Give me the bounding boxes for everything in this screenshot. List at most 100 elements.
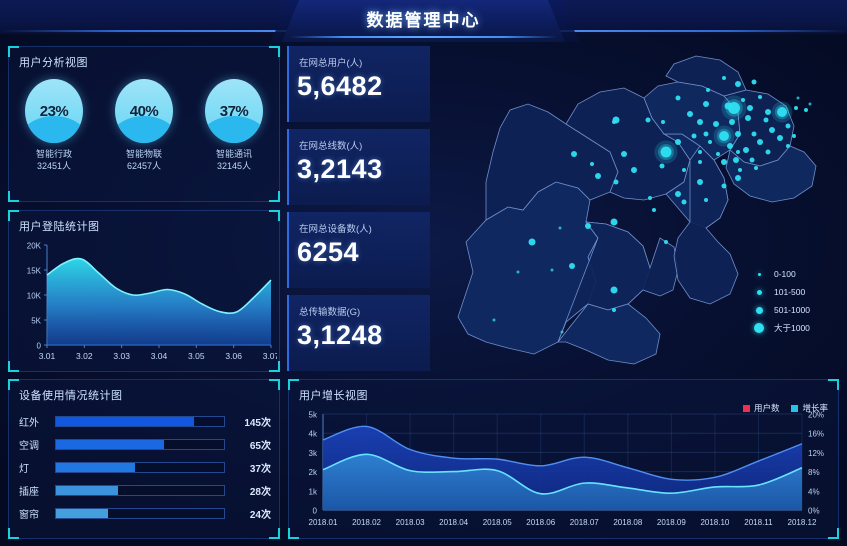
corner-bracket-tr <box>269 46 280 57</box>
device-bar-label: 空调 <box>19 441 39 452</box>
legend-item-users[interactable]: 用户数 <box>742 402 780 414</box>
svg-text:3.04: 3.04 <box>151 351 168 361</box>
device-bar-value: 24次 <box>249 510 271 521</box>
kpi-card-total-data[interactable]: 总传输数据(G) 3,1248 <box>287 295 430 371</box>
device-bar-fill <box>56 509 109 518</box>
device-bar-label: 红外 <box>19 418 39 429</box>
svg-text:3.06: 3.06 <box>225 351 242 361</box>
device-bar-track <box>55 485 225 496</box>
device-bar-value: 37次 <box>249 464 271 475</box>
panel-device-usage: 设备使用情况统计图 红外 145次空调 65次灯 37次插座 28次窗帘 24次 <box>8 379 280 539</box>
panel-title-login: 用户登陆统计图 <box>19 221 100 233</box>
svg-text:2018.05: 2018.05 <box>483 518 512 527</box>
svg-text:5k: 5k <box>309 411 318 420</box>
kpi-value: 5,6482 <box>297 71 383 101</box>
corner-bracket-tl <box>8 210 19 221</box>
login-chart[interactable]: 0 5K 10K 15K 20K 3.01 3.02 3.03 3.04 3.05 3.06 3.07 <box>13 237 280 367</box>
kpi-card-online-users[interactable]: 在网总用户(人) 5,6482 <box>287 46 430 122</box>
map-legend-item: 101-500 <box>748 283 810 301</box>
svg-text:5K: 5K <box>31 317 41 326</box>
gauge-item[interactable]: 40% 智能物联 62457人 <box>105 79 183 172</box>
panel-user-analysis: 用户分析视图 23% 智能行政 32451人 40% 智能物联 62457人 <box>8 46 280 202</box>
svg-text:0%: 0% <box>808 507 820 516</box>
svg-text:3.05: 3.05 <box>188 351 205 361</box>
map-dot-icon <box>748 323 770 333</box>
gauge-circle: 37% <box>205 79 263 143</box>
device-bar-value: 65次 <box>249 441 271 452</box>
svg-text:20K: 20K <box>27 242 42 251</box>
device-bar-row[interactable]: 窗帘 24次 <box>19 502 271 525</box>
device-bar-value: 28次 <box>249 487 271 498</box>
legend-item-growth-rate[interactable]: 增长率 <box>791 402 828 414</box>
svg-text:12%: 12% <box>808 449 824 458</box>
legend-label-users: 用户数 <box>753 403 780 413</box>
gauge-count: 62457人 <box>126 161 162 171</box>
svg-text:15K: 15K <box>27 267 42 276</box>
svg-text:2018.07: 2018.07 <box>570 518 599 527</box>
growth-chart[interactable]: 0 0% 1k 4% 2k 8% 3k 12% 4k 16% 5k 20% 2018.01 2018.02… <box>293 406 836 534</box>
corner-bracket-tr <box>269 379 280 390</box>
svg-text:2k: 2k <box>309 468 318 477</box>
svg-text:2018.02: 2018.02 <box>352 518 381 527</box>
region-map[interactable]: 0-100 101-500 501-1000 大于1000 <box>438 42 847 378</box>
gauge-item[interactable]: 23% 智能行政 32451人 <box>15 79 93 172</box>
kpi-card-online-lines[interactable]: 在网总线数(人) 3,2143 <box>287 129 430 205</box>
panel-title-user-analysis: 用户分析视图 <box>19 57 88 69</box>
gauge-item[interactable]: 37% 智能通讯 32145人 <box>195 79 273 172</box>
svg-text:3.07: 3.07 <box>263 351 277 361</box>
gauge-label: 智能行政 <box>35 149 72 159</box>
gauge-circle: 40% <box>115 79 173 143</box>
header-line-left <box>0 30 300 32</box>
page-title: 数据管理中心 <box>366 11 481 30</box>
legend-swatch-users <box>742 404 750 412</box>
svg-text:2018.11: 2018.11 <box>744 518 773 527</box>
app-header: 数据管理中心 <box>0 0 847 42</box>
gauge-count: 32145人 <box>216 161 252 171</box>
device-bar-row[interactable]: 灯 37次 <box>19 456 271 479</box>
map-legend-item: 0-100 <box>748 265 810 283</box>
svg-text:4%: 4% <box>808 487 820 496</box>
svg-text:2018.04: 2018.04 <box>439 518 468 527</box>
gauge-group: 23% 智能行政 32451人 40% 智能物联 62457人 37% 智能通讯 <box>9 79 279 197</box>
gauge-label: 智能物联 <box>125 149 162 159</box>
device-bar-value: 145次 <box>244 418 271 429</box>
gauge-wave <box>115 116 173 143</box>
panel-title-growth: 用户增长视图 <box>299 390 368 402</box>
corner-bracket-tr <box>828 379 839 390</box>
device-bar-row[interactable]: 插座 28次 <box>19 479 271 502</box>
svg-text:3k: 3k <box>309 449 318 458</box>
svg-text:8%: 8% <box>808 468 820 477</box>
corner-bracket-tl <box>8 46 19 57</box>
corner-bracket-br <box>269 528 280 539</box>
svg-text:0: 0 <box>313 507 318 516</box>
corner-bracket-tl <box>8 379 19 390</box>
svg-text:2018.06: 2018.06 <box>526 518 555 527</box>
map-legend-label: 101-500 <box>774 287 806 297</box>
device-bar-label: 插座 <box>19 487 39 498</box>
device-bar-row[interactable]: 空调 65次 <box>19 433 271 456</box>
corner-bracket-tl <box>288 379 299 390</box>
device-bar-label: 窗帘 <box>19 510 39 521</box>
svg-text:2018.09: 2018.09 <box>657 518 686 527</box>
device-bar-list: 红外 145次空调 65次灯 37次插座 28次窗帘 24次 <box>19 410 271 525</box>
map-legend-label: 501-1000 <box>774 305 810 315</box>
device-bar-label: 灯 <box>19 464 29 475</box>
svg-text:2018.10: 2018.10 <box>700 518 729 527</box>
kpi-label: 在网总线数(人) <box>299 141 363 152</box>
device-bar-track <box>55 439 225 450</box>
map-legend-item: 501-1000 <box>748 301 810 319</box>
svg-text:10K: 10K <box>27 292 42 301</box>
legend-label-growth-rate: 增长率 <box>802 403 828 413</box>
svg-text:0: 0 <box>37 342 42 351</box>
gauge-percent: 40% <box>129 102 159 120</box>
device-bar-row[interactable]: 红外 145次 <box>19 410 271 433</box>
kpi-value: 6254 <box>297 237 360 267</box>
kpi-card-online-devices[interactable]: 在网总设备数(人) 6254 <box>287 212 430 288</box>
map-legend-label: 大于1000 <box>774 323 810 333</box>
panel-title-device: 设备使用情况统计图 <box>19 390 123 402</box>
svg-text:2018.12: 2018.12 <box>788 518 817 527</box>
map-legend-label: 0-100 <box>774 269 796 279</box>
kpi-value: 3,1248 <box>297 320 383 350</box>
svg-text:20%: 20% <box>808 411 824 420</box>
